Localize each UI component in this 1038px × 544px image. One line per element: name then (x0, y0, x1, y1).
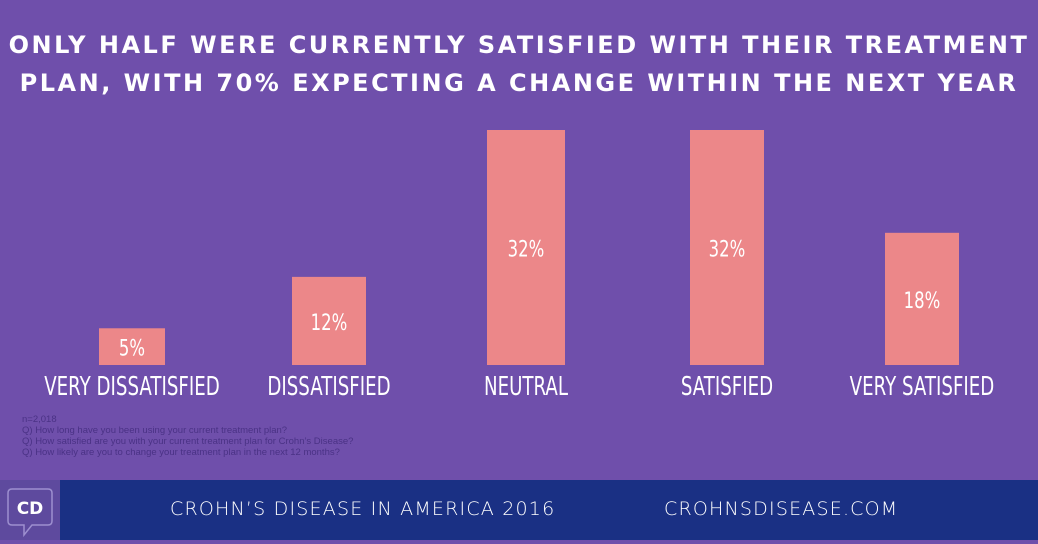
sample-size: n=2,018 (22, 414, 57, 425)
logo-text: CD (17, 499, 44, 519)
survey-question: Q) How long have you been using your cur… (22, 425, 288, 436)
category-label: SATISFIED (681, 372, 773, 402)
category-label: DISSATISFIED (267, 372, 390, 402)
category-label: VERY SATISFIED (850, 372, 995, 402)
data-label: 32% (508, 236, 545, 262)
chart-title-line-1: Only half were currently satisfied with … (8, 31, 1030, 59)
survey-question: Q) How likely are you to change your tre… (22, 447, 340, 458)
footer-bar: CD CROHN’S DISEASE IN AMERICA 2016 CROHN… (0, 480, 1038, 540)
bar-very-dissatisfied (99, 328, 165, 365)
data-label: 32% (709, 236, 746, 262)
data-label: 12% (311, 310, 348, 336)
data-label: 18% (904, 288, 941, 314)
category-label: NEUTRAL (484, 372, 568, 402)
report-title: CROHN’S DISEASE IN AMERICA 2016 (170, 498, 556, 520)
logo[interactable]: CD (0, 480, 60, 540)
bar-dissatisfied (292, 276, 366, 365)
survey-notes: n=2,018 Q) How long have you been using … (22, 414, 353, 458)
chart-title: Only half were currently satisfied with … (0, 26, 1038, 102)
bar-neutral (487, 130, 565, 365)
data-label: 5% (119, 335, 145, 361)
bar-satisfied (690, 130, 764, 365)
category-label: VERY DISSATISFIED (44, 372, 220, 402)
speech-bubble-icon: CD (7, 488, 53, 538)
chart-title-line-2: plan, with 70% expecting a change within… (19, 69, 1019, 97)
site-link[interactable]: CROHNSDISEASE.COM (664, 498, 899, 520)
survey-question: Q) How satisfied are you with your curre… (22, 436, 354, 447)
bar-chart: 5% VERY DISSATISFIED 12% DISSATISFIED 32% NEU… (44, 130, 995, 402)
bar-very-satisfied (885, 232, 959, 365)
